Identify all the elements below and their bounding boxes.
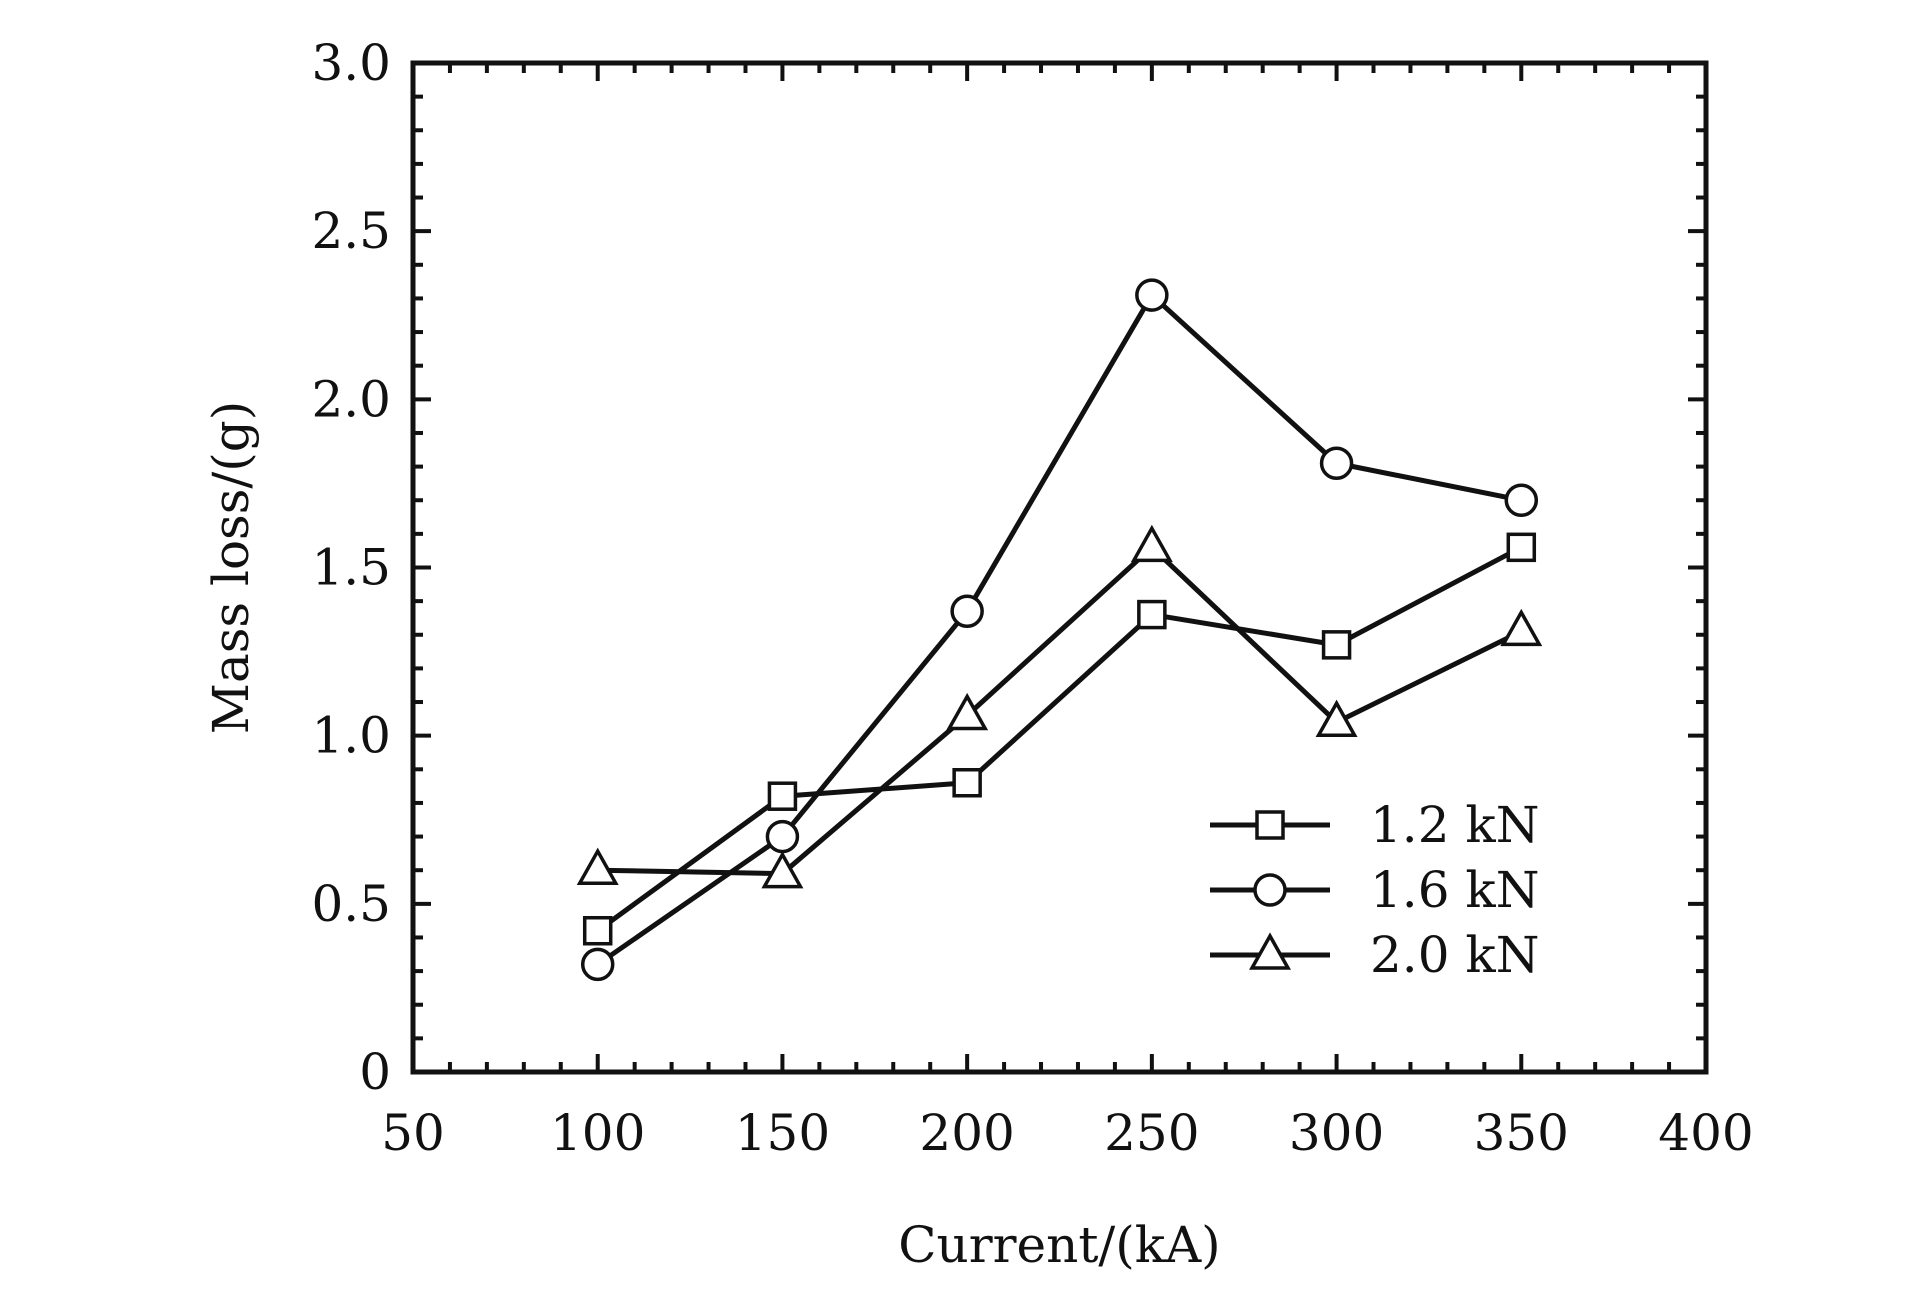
data-point [761, 850, 804, 889]
data-point [1315, 699, 1358, 737]
data-point [582, 915, 613, 946]
data-point [1506, 532, 1537, 563]
series-triangle [576, 524, 1543, 889]
y-tick-label: 0.5 [311, 875, 391, 933]
y-tick-label: 0 [359, 1043, 391, 1101]
x-tick-label: 250 [1104, 1104, 1199, 1162]
y-tick-label: 3.0 [311, 34, 391, 92]
legend-item: 2.0 kN [1210, 926, 1539, 984]
x-axis-label: Current/(kA) [898, 1216, 1220, 1274]
data-point [946, 692, 989, 731]
data-point [580, 947, 615, 982]
ticks-layer: 50 100 150 200 250 300 350 400 0 0.5 1.0 1.5 2.0 2.5 3… [311, 34, 1753, 1162]
data-point [1137, 599, 1167, 630]
series-line [596, 292, 1522, 967]
data-point [950, 594, 984, 628]
x-tick-label: 350 [1474, 1104, 1569, 1162]
legend-label: 2.0 kN [1370, 926, 1539, 984]
legend-label: 1.2 kN [1370, 796, 1539, 854]
legend-item: 1.6 kN [1210, 861, 1539, 919]
x-tick-label: 200 [919, 1104, 1014, 1162]
x-tick-label: 400 [1658, 1104, 1753, 1162]
y-tick-label: 2.5 [311, 202, 391, 260]
data-point [1319, 446, 1354, 480]
series-square [582, 532, 1537, 946]
series-line [596, 545, 1523, 933]
legend-label: 1.6 kN [1370, 861, 1539, 919]
y-tick-label: 1.0 [311, 707, 391, 765]
data-point [1130, 524, 1173, 563]
series-layer [576, 278, 1543, 982]
x-tick-label: 50 [381, 1104, 445, 1162]
data-point [952, 768, 982, 798]
legend: 1.2 kN 1.6 kN 2.0 kN [1210, 796, 1539, 984]
legend-marker [1255, 810, 1285, 840]
legend-item: 1.2 kN [1210, 796, 1539, 854]
legend-marker [1253, 873, 1287, 907]
data-point [1500, 608, 1543, 647]
plot-frame [410, 60, 1709, 1075]
y-tick-label: 2.0 [311, 370, 391, 428]
x-tick-label: 100 [550, 1104, 645, 1162]
series-circle [580, 278, 1539, 982]
y-axis-label: Mass loss/(g) [202, 401, 260, 735]
x-tick-label: 300 [1289, 1104, 1384, 1162]
data-point [1321, 630, 1352, 660]
y-tick-label: 1.5 [311, 539, 391, 597]
data-point [1135, 278, 1169, 312]
legend-marker [1249, 932, 1291, 970]
data-point [767, 781, 798, 811]
data-point [1504, 483, 1539, 517]
x-tick-label: 150 [735, 1104, 830, 1162]
data-point [765, 819, 800, 854]
data-point [576, 847, 619, 885]
series-line [597, 544, 1523, 877]
